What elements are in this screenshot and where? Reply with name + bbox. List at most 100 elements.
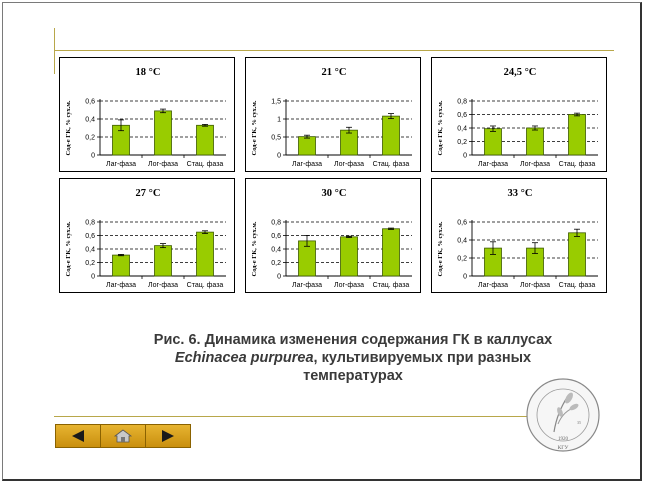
y-tick-label: 0 [91, 153, 95, 160]
y-tick-label: 0,8 [271, 220, 281, 227]
y-tick-label: 0,4 [271, 247, 281, 254]
x-tick-label: Стац. фаза [187, 282, 224, 289]
seal-bottom-text: КГУ [558, 445, 569, 451]
x-tick-label: Лог-фаза [520, 282, 550, 289]
chart-svg-5: 30 °C Сод-е ГК, % сух.м. 0 0,2 0,4 0,6 0,8 Лаг-… [251, 188, 412, 289]
y-tick-label: 0,4 [457, 126, 467, 133]
y-axis-label: Сод-е ГК, % сух.м. [437, 100, 444, 155]
y-tick-label: 0,6 [271, 233, 281, 240]
chart-title: 33 °C [508, 188, 533, 199]
chart-panel-1: 18 °C Сод-е ГК, % сух.м. 0 0,2 0,4 0,6 Лаг-фаз… [59, 57, 235, 172]
university-seal-logo: 1920 КГУ 35 [526, 378, 600, 452]
chart-panel-3: 24,5 °C Сод-е ГК, % сух.м. 0 0,2 0,4 0,6 0,8 Ла… [431, 57, 607, 172]
y-axis-label: Сод-е ГК, % сух.м. [251, 100, 258, 155]
y-tick-label: 0,2 [271, 260, 281, 267]
x-tick-label: Лог-фаза [334, 161, 364, 168]
chart-panel-6: 33 °C Сод-е ГК, % сух.м. 0 0,2 0,4 0,6 Лаг-фаз… [431, 178, 607, 293]
x-tick-label: Лаг-фаза [292, 161, 322, 168]
y-tick-label: 0 [91, 274, 95, 281]
chart-title: 27 °C [136, 188, 161, 199]
chart-svg-4: 27 °C Сод-е ГК, % сух.м. 0 0,2 0,4 0,6 0,8 Лаг-… [65, 188, 226, 289]
y-tick-label: 0 [277, 153, 281, 160]
bottom-decorative-rule [54, 416, 574, 417]
next-arrow-icon [162, 430, 174, 442]
caption-line-1: Рис. 6. Динамика изменения содержания ГК… [153, 332, 553, 348]
y-tick-label: 0,6 [457, 112, 467, 119]
prev-arrow-icon [72, 430, 84, 442]
x-tick-label: Лаг-фаза [478, 282, 508, 289]
x-tick-label: Лаг-фаза [106, 161, 136, 168]
y-tick-label: 0,8 [457, 99, 467, 106]
chart-title: 18 °C [136, 67, 161, 78]
y-tick-label: 0 [463, 153, 467, 160]
x-tick-label: Лаг-фаза [478, 161, 508, 168]
x-tick-label: Лаг-фаза [292, 282, 322, 289]
y-tick-label: 0,4 [457, 238, 467, 245]
x-tick-label: Стац. фаза [559, 161, 596, 168]
y-tick-label: 0,6 [85, 99, 95, 106]
chart-title: 24,5 °C [504, 67, 537, 78]
y-tick-label: 0,2 [457, 256, 467, 263]
y-axis-label: Сод-е ГК, % сух.м. [65, 100, 72, 155]
y-tick-label: 0,2 [85, 260, 95, 267]
chart-title: 30 °C [322, 188, 347, 199]
y-tick-label: 0,4 [85, 247, 95, 254]
home-icon [114, 429, 132, 443]
navigation-bar [55, 424, 191, 448]
chart-svg-3: 24,5 °C Сод-е ГК, % сух.м. 0 0,2 0,4 0,6 0,8 Ла… [437, 67, 598, 168]
y-tick-label: 1 [277, 117, 281, 124]
y-axis-label: Сод-е ГК, % сух.м. [251, 221, 258, 276]
x-tick-label: Стац. фаза [187, 161, 224, 168]
x-tick-label: Лог-фаза [520, 161, 550, 168]
bar [382, 115, 400, 156]
x-tick-label: Лог-фаза [148, 161, 178, 168]
y-tick-label: 1,5 [271, 99, 281, 106]
y-tick-label: 0 [463, 274, 467, 281]
chart-svg-1: 18 °C Сод-е ГК, % сух.м. 0 0,2 0,4 0,6 Лаг-фаз… [65, 67, 226, 168]
bar [196, 231, 214, 277]
y-axis-label: Сод-е ГК, % сух.м. [437, 221, 444, 276]
bar [196, 124, 214, 156]
y-tick-label: 0,6 [85, 233, 95, 240]
y-axis-label: Сод-е ГК, % сух.м. [65, 221, 72, 276]
x-tick-label: Лог-фаза [148, 282, 178, 289]
x-tick-label: Стац. фаза [373, 282, 410, 289]
x-tick-label: Стац. фаза [559, 282, 596, 289]
prev-button[interactable] [56, 425, 101, 447]
bar [340, 129, 358, 156]
left-decorative-rule [54, 28, 55, 74]
bar [154, 245, 172, 277]
figure-caption: Рис. 6. Динамика изменения содержания ГК… [118, 331, 588, 385]
bar [340, 236, 358, 277]
y-tick-label: 0,5 [271, 135, 281, 142]
x-tick-label: Стац. фаза [373, 161, 410, 168]
chart-title: 21 °C [322, 67, 347, 78]
bar [154, 110, 172, 156]
chart-panel-4: 27 °C Сод-е ГК, % сух.м. 0 0,2 0,4 0,6 0,8 Лаг-… [59, 178, 235, 293]
bar [484, 128, 502, 156]
y-tick-label: 0 [277, 274, 281, 281]
x-tick-label: Лог-фаза [334, 282, 364, 289]
seal-year: 1920 [558, 437, 569, 442]
bar [568, 232, 586, 277]
home-button[interactable] [101, 425, 146, 447]
bar [382, 228, 400, 277]
caption-line-2: Echinacea purpurea, культивируемых при р… [118, 349, 588, 367]
caption-line-2-rest: , культивируемых при разных [313, 350, 532, 366]
caption-line-3: температурах [303, 368, 403, 384]
chart-svg-2: 21 °C Сод-е ГК, % сух.м. 0 0,5 1 1,5 Лаг-фаза Л… [251, 67, 412, 168]
top-decorative-rule [54, 50, 614, 51]
seal-number: 35 [577, 420, 581, 425]
chart-panel-5: 30 °C Сод-е ГК, % сух.м. 0 0,2 0,4 0,6 0,8 Лаг-… [245, 178, 421, 293]
y-tick-label: 0,4 [85, 117, 95, 124]
y-tick-label: 0,8 [85, 220, 95, 227]
y-tick-label: 0,2 [457, 139, 467, 146]
x-tick-label: Лаг-фаза [106, 282, 136, 289]
bar [112, 254, 130, 277]
y-tick-label: 0,6 [457, 220, 467, 227]
chart-panel-2: 21 °C Сод-е ГК, % сух.м. 0 0,5 1 1,5 Лаг-фаза Л… [245, 57, 421, 172]
chart-svg-6: 33 °C Сод-е ГК, % сух.м. 0 0,2 0,4 0,6 Лаг-фаз… [437, 188, 598, 289]
next-button[interactable] [146, 425, 190, 447]
y-tick-label: 0,2 [85, 135, 95, 142]
